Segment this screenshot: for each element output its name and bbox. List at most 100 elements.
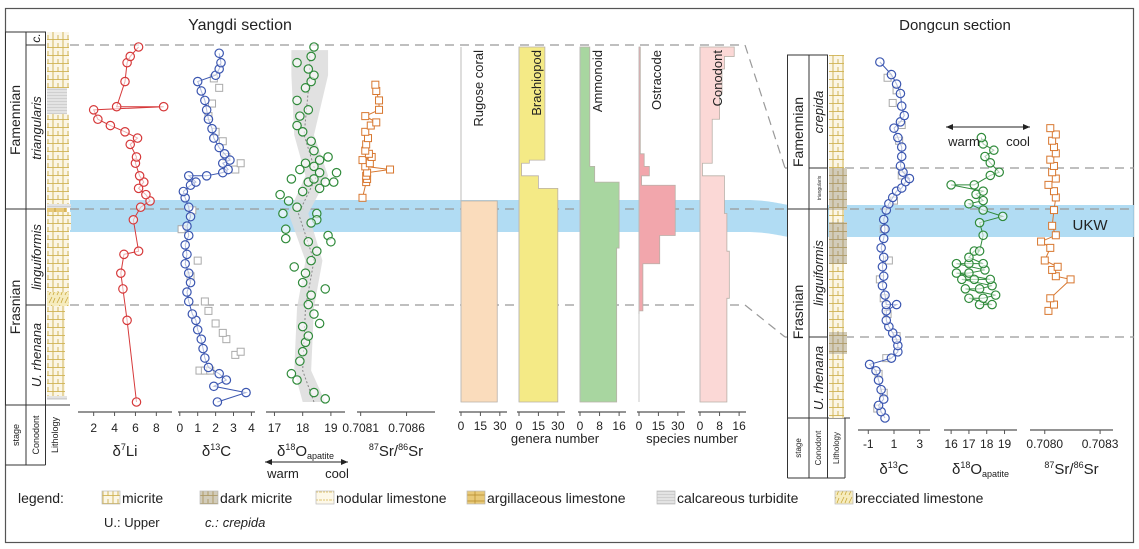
dongcun-c13-point	[876, 384, 886, 395]
legend-item-calcareous-turbidite: calcareous turbidite	[656, 490, 799, 506]
biota-brachiopod-tick-label: 0	[516, 419, 523, 433]
yangdi-c13-point	[200, 95, 210, 106]
dongcun-sr-axis-title-part: Sr	[1084, 461, 1099, 478]
argillaceous-limestone-swatch-icon	[466, 490, 486, 505]
dongcun-c13-point	[896, 101, 907, 111]
yangdi-li-point	[105, 120, 116, 131]
yangdi-c13-point	[182, 249, 192, 260]
biota-brachiopod-title: Brachiopod	[529, 50, 544, 116]
dongcun-c13-point	[878, 214, 889, 225]
yangdi-li-point	[119, 249, 129, 260]
dongcun-c13-point	[881, 299, 892, 310]
legend-item-argillaceous-limestone: argillaceous limestone	[466, 490, 626, 506]
dongcun-sr-axis-title-part: 87	[1044, 460, 1054, 470]
biota-rugose-coral-tick-label: 0	[458, 419, 465, 433]
dongcun-c13-point	[889, 123, 899, 133]
yangdi-li-tick-label: 6	[132, 421, 139, 435]
yangdi-sr-point	[375, 96, 384, 105]
dongcun-c13-axis-title-part: 13	[888, 460, 898, 470]
dongcun-sr-axis-title: 87Sr/86Sr	[1044, 460, 1098, 478]
dongcun-sr-point	[1044, 180, 1053, 189]
yangdi-o18-axis-title-part: δ	[277, 443, 285, 460]
yangdi-li-point	[134, 171, 145, 181]
yangdi-sr-point	[358, 156, 367, 165]
biota-conodont-tick-label: 8	[716, 419, 723, 433]
yangdi-o18-point	[286, 174, 297, 184]
yangdi-li-axis-title-part: Li	[126, 443, 138, 460]
yangdi-o18-point	[320, 177, 331, 187]
dongcun-c13-point	[878, 233, 889, 244]
yangdi-o18-point	[292, 57, 302, 68]
legend-item-micrite: micrite	[101, 490, 163, 506]
legend-label-dark-micrite: dark micrite	[220, 490, 293, 506]
yangdi-o18-point	[286, 368, 297, 379]
yangdi-c13-point	[209, 381, 219, 392]
yangdi-zone-c: c.	[29, 33, 43, 42]
yangdi-c13-axis-title-part: 13	[210, 442, 220, 452]
dongcun-c13-point	[893, 132, 903, 143]
yangdi-o18-point	[297, 321, 308, 332]
dongcun-o18-axis-title-part: O	[970, 461, 982, 478]
yangdi-o18-point	[289, 262, 300, 272]
yangdi-c13-tick-label: 1	[194, 421, 201, 435]
yangdi-li-point	[141, 189, 151, 200]
biota-brachiopod-panel: 0 15 30 Brachiopod	[516, 46, 565, 433]
yangdi-o18-point	[303, 299, 314, 310]
biota-conodont-panel: 0 8 16 Conodont	[697, 46, 746, 433]
yangdi-o18-point	[292, 202, 302, 213]
dash-rhenana-connector	[744, 304, 786, 338]
dongcun-c13-point	[878, 271, 889, 282]
yangdi-c13-point	[191, 177, 201, 187]
dongcun-zone-linguiformis: linguiformis	[811, 240, 826, 306]
dongcun-c13-axis-title: δ13C	[879, 460, 908, 478]
yangdi-c13-point	[214, 142, 224, 153]
dongcun-o18-point	[990, 290, 1001, 300]
yangdi-col-conodont: Conodont	[31, 415, 41, 455]
micrite-swatch-icon	[101, 490, 121, 505]
yangdi-o18-point	[309, 161, 319, 172]
dongcun-o18-point	[964, 268, 974, 278]
yangdi-sr-point	[361, 112, 370, 121]
dongcun-c13-point	[877, 261, 888, 272]
yangdi-c13-point	[180, 258, 190, 269]
dongcun-c13-point	[871, 365, 881, 376]
biota-ammonoid-tick-label: 8	[596, 419, 603, 433]
dongcun-cool-label: cool	[1006, 134, 1030, 149]
dongcun-sr-tick-label: 0.7080	[1026, 437, 1063, 451]
biota-conodont-tick-label: 16	[732, 419, 746, 433]
dongcun-o18-tick-label: 16	[944, 437, 958, 451]
dongcun-c13-point	[891, 79, 902, 89]
yangdi-c13-bulk-point	[215, 83, 224, 92]
biota-conodont-title: Conodont	[710, 50, 725, 107]
dongcun-c13-tick-label: -1	[863, 437, 874, 451]
dongcun-o18-point	[985, 274, 996, 285]
yangdi-c13-point	[183, 171, 194, 181]
dongcun-o18-point	[976, 132, 987, 143]
yangdi-c13-point	[223, 164, 233, 175]
yangdi-o18-point	[292, 95, 302, 106]
yangdi-c13-axis-title-part: δ	[202, 443, 210, 460]
dongcun-c13-tick-label: 3	[916, 437, 923, 451]
dongcun-stage-frasnian: Frasnian	[790, 285, 806, 339]
dongcun-c13-point	[878, 394, 889, 404]
dongcun-c13-point	[881, 315, 892, 326]
yangdi-c13-point	[182, 221, 192, 231]
yangdi-stage-frasnian: Frasnian	[7, 280, 23, 334]
species-number-label: species number	[646, 431, 738, 446]
dongcun-o18-point	[951, 268, 962, 278]
yangdi-c13-axis-title: δ13C	[202, 442, 231, 460]
yangdi-o18-point	[309, 42, 319, 52]
yangdi-li-point	[133, 246, 144, 257]
yangdi-c13-point	[183, 268, 194, 278]
legend-item-brecciated-limestone: brecciated limestone	[834, 490, 984, 506]
yangdi-o18-point	[300, 83, 311, 93]
yangdi-o18-point	[295, 111, 305, 121]
yangdi-o18-axis-title: δ18Oapatite	[277, 442, 334, 461]
dongcun-c13-point	[873, 375, 884, 385]
yangdi-sr-panel: 0.7081 0.7086 87Sr/86Sr	[342, 80, 435, 460]
yangdi-sr-axis-title-part: Sr/	[379, 443, 399, 460]
dongcun-col-conodont: Conodont	[814, 430, 823, 465]
dongcun-sr-point	[1046, 294, 1055, 303]
